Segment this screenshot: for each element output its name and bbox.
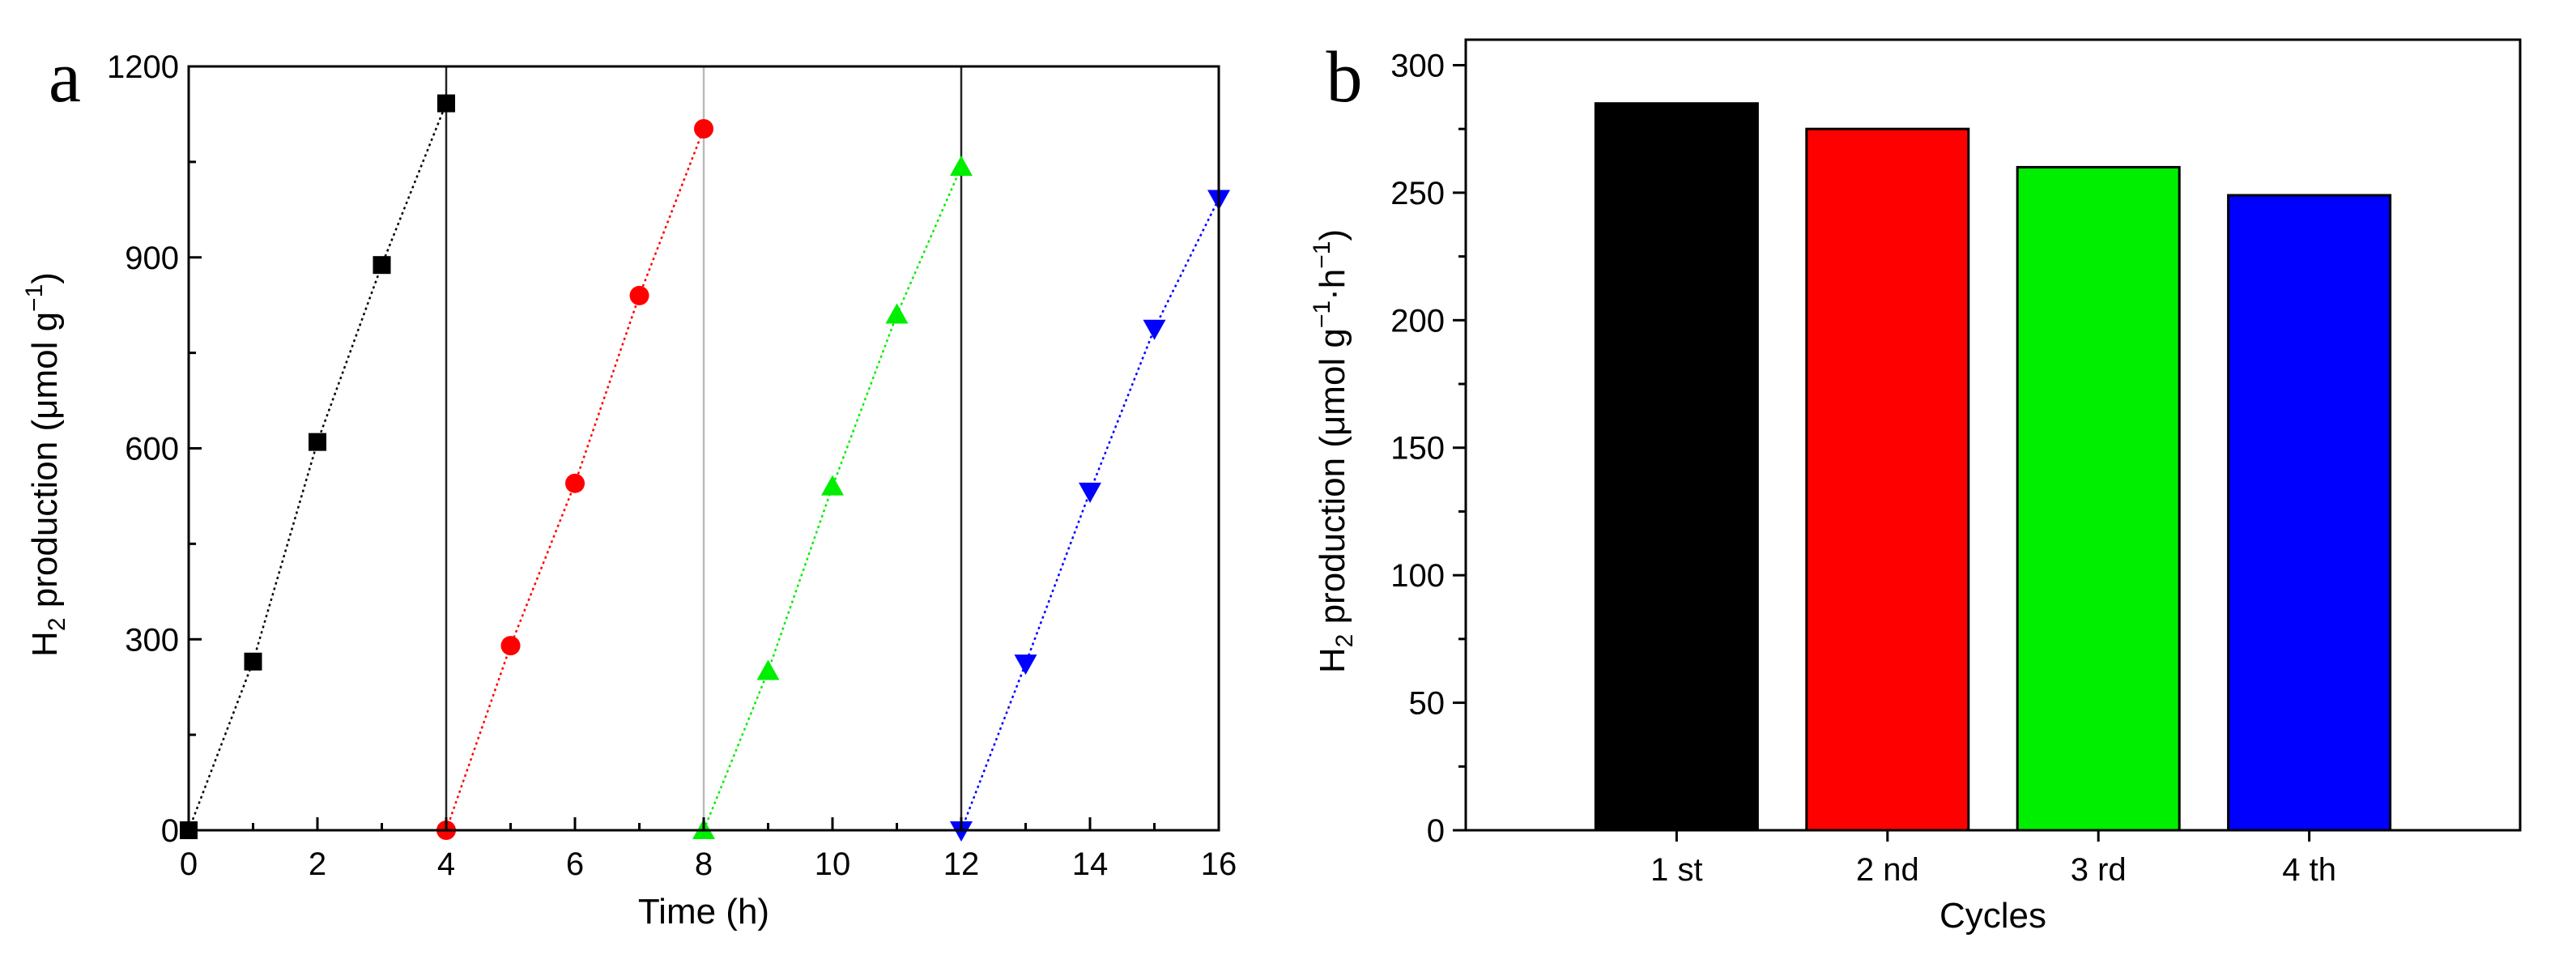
panel-b-bar-4 <box>2227 194 2392 832</box>
panel-b-x-tick-label: 3 rd <box>2071 852 2127 888</box>
panel-a-series-1-point <box>309 433 326 451</box>
panel-b-y-axis-label-text: H2 production (μmol g−1·h−1) <box>1309 229 1358 673</box>
panel-a-x-tick-label: 16 <box>1201 846 1237 882</box>
panel-a-series-4-point <box>1143 319 1166 340</box>
panel-b-bar-2 <box>1805 127 1970 832</box>
panel-b-bar-1 <box>1594 102 1759 832</box>
panel-b-y-tick-label: 50 <box>1409 686 1446 722</box>
panel-b-letter: b <box>1326 37 1363 117</box>
panel-a-series-2-point <box>565 473 585 493</box>
panel-b-y-tick-label: 300 <box>1390 48 1445 83</box>
panel-a-series-3-point <box>950 156 973 177</box>
panel-a-series-1-point <box>437 94 455 113</box>
panel-a-series-1-point <box>373 256 391 275</box>
panel-a-series-4-point <box>1079 482 1101 503</box>
panel-a-y-tick-label: 1200 <box>107 49 179 85</box>
panel-a-letter: a <box>49 37 81 117</box>
panel-a-series-1-line <box>187 103 448 831</box>
panel-a-x-tick-label: 6 <box>566 846 584 882</box>
panel-a-y-axis-label: H2 production (μmol g−1) <box>21 272 70 657</box>
panel-a-x-tick-label: 8 <box>695 846 713 882</box>
panel-a-x-tick-label: 0 <box>180 846 198 882</box>
panel-a-x-tick-label: 12 <box>943 846 980 882</box>
panel-a-series-2-point <box>500 636 521 656</box>
panel-a-x-axis-label: Time (h) <box>638 892 769 932</box>
panel-a-series-1-point <box>244 652 262 671</box>
panel-b-y-axis-label: H2 production (μmol g−1·h−1) <box>1309 229 1358 673</box>
panel-a-series-3-point <box>821 475 844 496</box>
panel-b-x-tick-label: 4 th <box>2282 852 2336 888</box>
panel-b-y-tick-label: 100 <box>1390 558 1445 594</box>
panel-a-y-axis-label-text: H2 production (μmol g−1) <box>21 272 70 657</box>
panel-b-x-axis-label: Cycles <box>1939 896 2046 936</box>
panel-a-series-3-line <box>702 166 963 831</box>
panel-a-y-tick-label: 600 <box>125 432 179 467</box>
panel-b-y-tick-label: 250 <box>1390 176 1445 211</box>
panel-a-x-tick-label: 4 <box>437 846 455 882</box>
panel-b-plot-frame <box>1464 38 2522 832</box>
panel-a-y-tick-label: 900 <box>125 241 179 276</box>
panel-b-y-tick-label: 0 <box>1427 813 1445 849</box>
panel-b-y-tick-label: 200 <box>1390 303 1445 339</box>
panel-b-x-tick-label: 2 nd <box>1856 852 1919 888</box>
panel-a-y-tick-label: 0 <box>161 813 179 849</box>
panel-a-series-2-point <box>629 285 649 305</box>
panel-a-series-3-point <box>756 659 780 680</box>
panel-a-x-tick-label: 2 <box>309 846 326 882</box>
panel-a-x-tick-label: 14 <box>1072 846 1109 882</box>
panel-a-y-tick-label: 300 <box>125 622 179 658</box>
panel-a-x-tick-label: 10 <box>815 846 851 882</box>
panel-a-series-3-point <box>885 303 909 324</box>
panel-b-y-tick-label: 150 <box>1390 431 1445 467</box>
panel-a-series-4-point <box>1014 654 1037 676</box>
panel-b-x-tick-label: 1 st <box>1650 852 1702 888</box>
panel-a-series-2-point <box>694 119 713 139</box>
panel-b-bar-3 <box>2016 165 2181 832</box>
panel-a-series-4-line <box>960 198 1220 831</box>
